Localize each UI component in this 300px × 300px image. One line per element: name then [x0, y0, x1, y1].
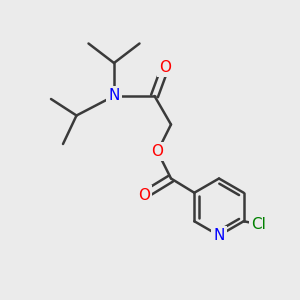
- Text: O: O: [138, 188, 150, 202]
- Text: N: N: [213, 228, 225, 243]
- Text: N: N: [108, 88, 120, 104]
- Text: O: O: [159, 60, 171, 75]
- Text: O: O: [152, 144, 164, 159]
- Text: Cl: Cl: [251, 217, 266, 232]
